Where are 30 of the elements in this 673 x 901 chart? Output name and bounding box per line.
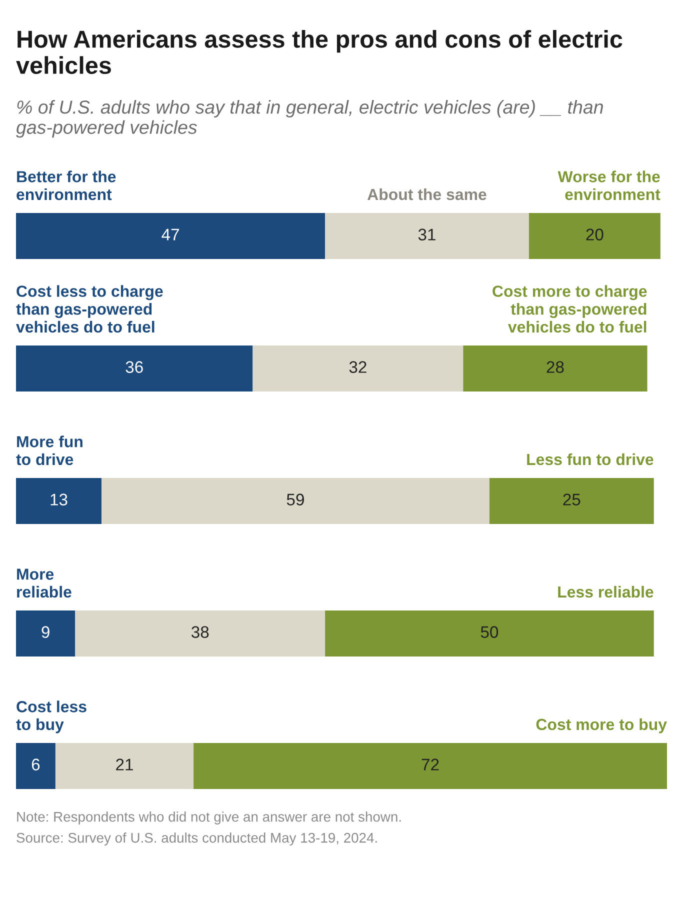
- series-label: Less fun to drive: [527, 453, 654, 466]
- series-label: Cost less to charge than gas-powered vehicles do to fuel: [16, 285, 163, 333]
- series-label: About the same: [367, 188, 486, 200]
- series-label: Better for the environment: [16, 170, 116, 200]
- data-label: 36: [126, 361, 143, 373]
- data-label: 72: [422, 758, 439, 770]
- data-label: 50: [480, 626, 498, 638]
- series-label: Less reliable: [558, 586, 654, 598]
- data-label: 47: [162, 228, 179, 240]
- data-label: 32: [349, 361, 366, 373]
- series-label: Cost more to charge than gas-powered vehicles do to fuel: [492, 285, 647, 333]
- data-label: 20: [586, 228, 604, 240]
- series-label: Cost more to buy: [536, 718, 667, 734]
- data-label: 9: [42, 626, 50, 638]
- data-label: 6: [32, 758, 40, 770]
- series-label: Worse for the environment: [558, 170, 660, 200]
- chart-title: How Americans assess the pros and cons of electric vehicles: [16, 30, 622, 74]
- data-label: 59: [286, 494, 304, 506]
- text: Note: Respondents who did not give an answer are not shown.: [17, 812, 401, 824]
- data-label: 31: [418, 228, 436, 240]
- series-label: Cost less to buy: [16, 700, 86, 734]
- data-label: 25: [563, 494, 580, 506]
- data-label: 21: [116, 758, 133, 770]
- data-label: 38: [191, 626, 209, 638]
- series-label: More fun to drive: [16, 436, 82, 466]
- data-label: 13: [50, 494, 68, 506]
- source-note: Source: Survey of U.S. adults conducted May 13-19, 2024.: [16, 832, 377, 846]
- chart-subtitle: % of U.S. adults who say that in general, electric vehicles (are) __ than gas-powered vehicles: [16, 100, 603, 138]
- series-label: More reliable: [17, 568, 72, 598]
- data-label: 28: [546, 361, 564, 373]
